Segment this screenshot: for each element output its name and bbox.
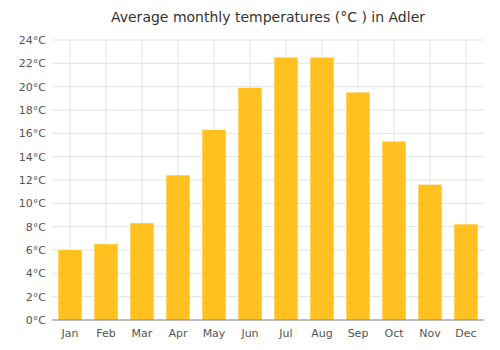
tick-label: 2°C (26, 291, 46, 304)
grid-line (52, 40, 484, 41)
bar (58, 250, 81, 320)
y-axis: 0°C 2°C 4°C 6°C 8°C 10°C 12°C 14°C 16°C 18°C 20°C 2… (19, 34, 46, 327)
bar (382, 142, 405, 321)
grid (52, 40, 484, 320)
tick-label: Jul (278, 327, 292, 340)
grid-line (52, 86, 484, 87)
bar (94, 244, 117, 320)
tick-label: 20°C (19, 81, 46, 94)
grid-line (52, 133, 484, 134)
tick-label: Aug (311, 327, 332, 340)
tick-label: Dec (455, 327, 476, 340)
bar (238, 88, 261, 320)
tick-label: Nov (419, 327, 441, 340)
tick-label: Jun (240, 327, 258, 340)
tick-label: 8°C (26, 221, 46, 234)
tick-label: 16°C (19, 127, 46, 140)
tick-label: Sep (348, 327, 369, 340)
tick-label: May (203, 327, 226, 340)
grid-line (52, 156, 484, 157)
tick-label: 0°C (26, 314, 46, 327)
tick-label: 10°C (19, 197, 46, 210)
tick-label: Mar (132, 327, 153, 340)
bars (58, 58, 477, 321)
tick-label: 12°C (19, 174, 46, 187)
grid-line (52, 110, 484, 111)
chart: Average monthly temperatures (°C ) in Ad… (0, 0, 500, 350)
bar (310, 58, 333, 321)
tick-label: 4°C (26, 267, 46, 280)
grid-line (52, 63, 484, 64)
tick-label: 22°C (19, 57, 46, 70)
bar (418, 185, 441, 320)
tick-label: Oct (384, 327, 404, 340)
tick-label: 14°C (19, 151, 46, 164)
tick-label: Feb (96, 327, 115, 340)
tick-label: 18°C (19, 104, 46, 117)
bar (130, 223, 153, 320)
axis-line (52, 320, 484, 321)
tick-label: Jan (61, 327, 79, 340)
x-axis: Jan Feb Mar Apr May Jun Jul Aug Sep Oct Nov Dec (52, 320, 484, 340)
tick-label: 6°C (26, 244, 46, 257)
grid-line (52, 180, 484, 181)
grid-line (52, 320, 484, 321)
bar (454, 224, 477, 320)
bar (346, 93, 369, 321)
tick-label: Apr (168, 327, 188, 340)
title: Average monthly temperatures (°C ) in Ad… (111, 9, 425, 25)
bar (202, 130, 225, 320)
bar (274, 58, 297, 321)
bar (166, 175, 189, 320)
tick-label: 24°C (19, 34, 46, 47)
